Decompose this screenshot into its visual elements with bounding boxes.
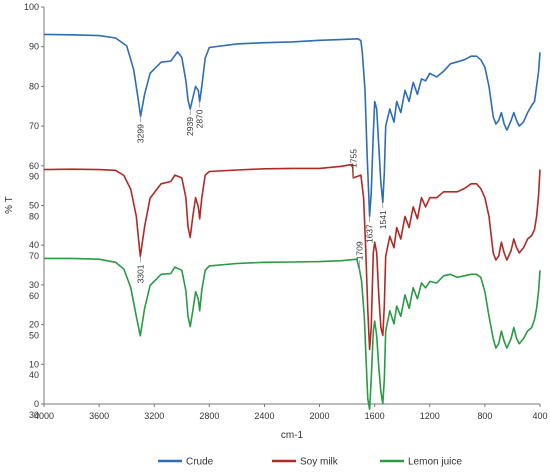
x-tick-label: 4000	[34, 411, 54, 421]
y-tick-label: 100	[24, 2, 39, 12]
peak-label: 3299	[136, 124, 146, 143]
stack-tick-label: 70	[29, 251, 39, 261]
x-tick-label: 2800	[199, 411, 219, 421]
y-tick-label: 60	[29, 161, 39, 171]
y-axis-title: % T	[4, 196, 15, 214]
stack-tick-label: 60	[29, 291, 39, 301]
y-tick-label: 80	[29, 81, 39, 91]
stack-tick-label: 40	[29, 370, 39, 380]
legend-item: Crude	[158, 457, 214, 468]
peak-label: 2939	[185, 117, 195, 136]
x-tick-label: 3600	[89, 411, 109, 421]
legend-label: Lemon juice	[408, 457, 462, 468]
peak-label: 1637	[365, 224, 375, 243]
x-tick-label: 1200	[420, 411, 440, 421]
x-axis-title: cm-1	[281, 430, 304, 441]
x-tick-label: 400	[532, 411, 547, 421]
stack-tick-label: 80	[29, 211, 39, 221]
legend-label: Soy milk	[300, 457, 339, 468]
x-tick-label: 800	[477, 411, 492, 421]
peak-label: 3301	[135, 264, 145, 283]
legend-label: Crude	[186, 457, 214, 468]
y-tick-label: 70	[29, 121, 39, 131]
y-tick-label: 0	[34, 399, 39, 409]
y-tick-label: 20	[29, 320, 39, 330]
y-tick-label: 10	[29, 359, 39, 369]
peak-label: 1541	[378, 210, 388, 229]
peak-label: 1709	[355, 241, 365, 260]
x-tick-label: 3200	[144, 411, 164, 421]
legend-item: Lemon juice	[380, 457, 462, 468]
y-tick-label: 30	[29, 280, 39, 290]
stack-tick-label: 90	[29, 172, 39, 182]
series-line-soy-milk	[43, 163, 541, 351]
x-tick-label: 1600	[365, 411, 385, 421]
y-tick-label: 90	[29, 42, 39, 52]
peak-label: 1755	[348, 149, 358, 168]
legend-item: Soy milk	[272, 457, 339, 468]
peak-label: 2870	[195, 109, 205, 128]
x-tick-label: 2400	[254, 411, 274, 421]
series-line-lemon-juice	[44, 257, 541, 410]
y-tick-label: 40	[29, 240, 39, 250]
y-tick-label: 50	[29, 201, 39, 211]
x-tick-label: 2000	[310, 411, 330, 421]
series-line-crude	[43, 33, 541, 217]
stack-tick-label: 30	[29, 410, 39, 420]
stack-tick-label: 50	[29, 331, 39, 341]
